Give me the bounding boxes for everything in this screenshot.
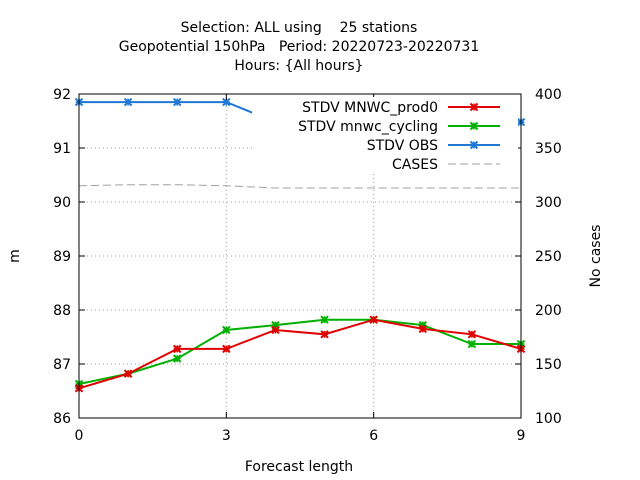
data-point-stdv-mnwc-prod0 xyxy=(369,315,378,324)
y2-axis-label: No cases xyxy=(588,225,604,288)
y-tick-label: 89 xyxy=(53,249,71,265)
y2-tick-label: 150 xyxy=(535,357,562,373)
x-tick-label: 3 xyxy=(222,428,231,444)
legend-label: CASES xyxy=(392,157,438,173)
data-point-stdv-mnwc-cycling xyxy=(173,354,182,363)
y2-tick-label: 200 xyxy=(535,303,562,319)
legend-label: STDV MNWC_prod0 xyxy=(302,100,438,116)
legend-marker xyxy=(469,140,479,150)
y2-tick-label: 250 xyxy=(535,249,562,265)
data-point-stdv-obs xyxy=(173,97,182,107)
y-axis-label: m xyxy=(7,249,23,263)
data-point-stdv-mnwc-prod0 xyxy=(418,324,427,334)
y2-tick-label: 400 xyxy=(535,87,562,103)
legend-marker xyxy=(469,102,479,112)
legend-label: STDV OBS xyxy=(367,138,438,154)
x-tick-label: 0 xyxy=(75,428,84,444)
series-line-stdv-mnwc-cycling xyxy=(78,318,521,385)
y2-tick-label: 100 xyxy=(535,411,562,427)
data-point-stdv-obs xyxy=(123,97,133,107)
axis-labels: Forecast length m No cases xyxy=(7,225,604,475)
data-point-stdv-mnwc-cycling xyxy=(467,339,477,349)
series-line-cases xyxy=(78,184,521,189)
data-point-stdv-mnwc-prod0 xyxy=(123,369,133,378)
x-tick-label: 9 xyxy=(517,428,526,444)
series-line-stdv-mnwc-prod0 xyxy=(78,318,522,390)
chart-title: Selection: ALL using 25 stations Geopoten… xyxy=(119,20,479,74)
y2-tick-label: 350 xyxy=(535,141,562,157)
chart-title-line: Selection: ALL using 25 stations xyxy=(181,20,418,36)
data-point-stdv-mnwc-prod0 xyxy=(222,344,231,354)
y-tick-label: 87 xyxy=(53,357,71,373)
y-tick-label: 90 xyxy=(53,195,71,211)
chart-title-line: Hours: {All hours} xyxy=(234,58,363,74)
data-point-stdv-mnwc-prod0 xyxy=(320,330,329,339)
y-tick-label: 92 xyxy=(53,87,71,103)
chart-title-line: Geopotential 150hPa Period: 20220723-202… xyxy=(119,39,479,55)
y2-tick-label: 300 xyxy=(535,195,562,211)
data-point-stdv-mnwc-prod0 xyxy=(173,344,182,354)
data-point-stdv-mnwc-prod0 xyxy=(271,325,280,335)
y-tick-label: 88 xyxy=(53,303,71,319)
data-point-stdv-mnwc-prod0 xyxy=(467,330,477,339)
y-tick-label: 91 xyxy=(53,141,71,157)
x-tick-label: 6 xyxy=(369,428,378,444)
legend: STDV MNWC_prod0 STDV mnwc_cycling STDV OBS… xyxy=(252,97,518,173)
axis-ticks: 86 87 88 89 90 91 92 100 150 200 250 300 350 400 0 3 6 9 xyxy=(53,87,562,444)
data-point-stdv-mnwc-cycling xyxy=(320,315,329,324)
legend-marker xyxy=(469,121,479,131)
y-tick-label: 86 xyxy=(53,411,71,427)
x-axis-label: Forecast length xyxy=(245,459,353,475)
legend-label: STDV mnwc_cycling xyxy=(298,119,438,135)
data-point-stdv-mnwc-cycling xyxy=(222,325,231,335)
